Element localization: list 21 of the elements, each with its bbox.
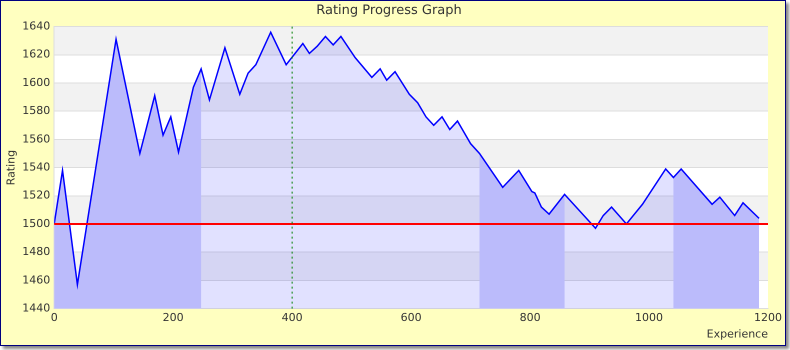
x-tick-label: 1200	[754, 311, 782, 324]
y-tick-label: 1580	[22, 104, 50, 118]
x-tick-label: 600	[400, 311, 422, 324]
y-tick-label: 1600	[22, 76, 50, 89]
x-tick-label: 1000	[635, 311, 664, 324]
y-axis-title: Rating	[4, 150, 18, 186]
y-tick-label: 1500	[22, 216, 50, 230]
y-tick-label: 1460	[22, 273, 50, 286]
y-tick-label: 1640	[22, 19, 50, 32]
y-tick-label: 1560	[22, 132, 50, 146]
x-tick-label: 200	[162, 311, 184, 324]
y-tick-label: 1480	[22, 245, 50, 258]
y-tick-label: 1520	[22, 188, 50, 202]
x-tick-label: 800	[520, 311, 541, 324]
y-tick-label: 1620	[22, 48, 50, 61]
chart-title: Rating Progress Graph	[316, 3, 462, 18]
x-tick-label: 400	[282, 311, 303, 324]
x-axis-title: Experience	[706, 327, 768, 340]
y-tick-label: 1540	[22, 160, 50, 174]
x-tick-label: 0	[50, 311, 58, 324]
y-tick-label: 1440	[22, 301, 50, 314]
